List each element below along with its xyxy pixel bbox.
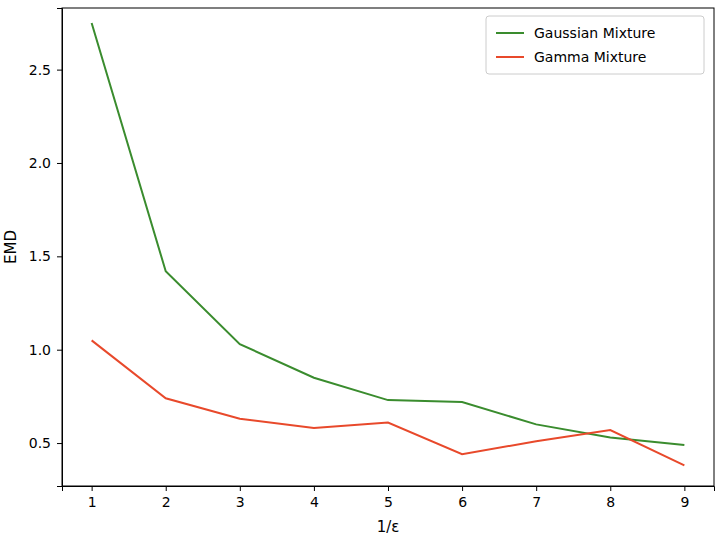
y-tick: 1.0 [29, 342, 62, 358]
x-tick-mark [388, 486, 389, 491]
x-tick-label: 6 [458, 494, 467, 510]
x-axis: 1 2 3 4 5 6 7 8 9 [63, 486, 715, 510]
y-tick: 2.0 [29, 155, 62, 171]
series-line [92, 23, 685, 445]
x-tick-mark [92, 486, 93, 491]
y-tick-label: 2.0 [29, 155, 51, 171]
y-tick: 0.5 [29, 435, 62, 451]
x-tick-label: 8 [606, 494, 615, 510]
y-tick-mark [57, 350, 62, 351]
y-tick-label: 2.5 [29, 62, 51, 78]
y-tick-label: 0.5 [29, 435, 51, 451]
legend-label: Gamma Mixture [534, 49, 646, 65]
x-tick-label: 1 [88, 494, 97, 510]
x-tick: 7 [532, 486, 541, 510]
y-tick: 2.5 [29, 62, 62, 78]
x-tick-label: 9 [680, 494, 689, 510]
y-tick-mark [57, 163, 62, 164]
y-axis: 0.5 1.0 1.5 2.0 2.5 [29, 9, 63, 487]
x-tick: 4 [310, 486, 319, 510]
x-tick-mark [314, 486, 315, 491]
legend-label: Gaussian Mixture [534, 25, 655, 41]
plot-frame [62, 8, 714, 486]
x-tick: 9 [680, 486, 689, 510]
x-tick-label: 2 [162, 494, 171, 510]
x-tick-label: 7 [532, 494, 541, 510]
legend-swatch [496, 56, 524, 58]
x-tick: 3 [236, 486, 245, 510]
x-tick-mark [684, 486, 685, 491]
x-tick-mark [240, 486, 241, 491]
chart: 1 2 3 4 5 6 7 8 9 0.5 1.0 1.5 2.0 2.5 Gaussian Mixture… [0, 0, 718, 542]
x-tick: 6 [458, 486, 467, 510]
x-tick: 8 [606, 486, 615, 510]
x-axis-title: 1/ε [377, 518, 400, 536]
plot-area: 1 2 3 4 5 6 7 8 9 0.5 1.0 1.5 2.0 2.5 Gaussian Mixture… [29, 8, 715, 510]
y-axis-line [57, 9, 63, 487]
legend-box [486, 16, 704, 74]
x-tick-mark [166, 486, 167, 491]
y-tick-mark [57, 70, 62, 71]
x-tick-mark [462, 486, 463, 491]
legend-swatch [496, 32, 524, 34]
x-tick-mark [536, 486, 537, 491]
x-axis-line [63, 487, 715, 492]
series-line [92, 340, 685, 465]
x-tick-label: 3 [236, 494, 245, 510]
y-axis-title: EMD [2, 230, 20, 264]
x-tick: 1 [88, 486, 97, 510]
y-tick-label: 1.0 [29, 342, 51, 358]
series-group [92, 23, 685, 466]
x-tick: 2 [162, 486, 171, 510]
x-tick-label: 5 [384, 494, 393, 510]
x-tick-mark [610, 486, 611, 491]
y-tick-mark [57, 256, 62, 257]
y-tick-label: 1.5 [29, 248, 51, 264]
x-tick: 5 [384, 486, 393, 510]
x-tick-label: 4 [310, 494, 319, 510]
y-tick-mark [57, 443, 62, 444]
legend: Gaussian Mixture Gamma Mixture [486, 16, 704, 74]
y-tick: 1.5 [29, 248, 62, 264]
